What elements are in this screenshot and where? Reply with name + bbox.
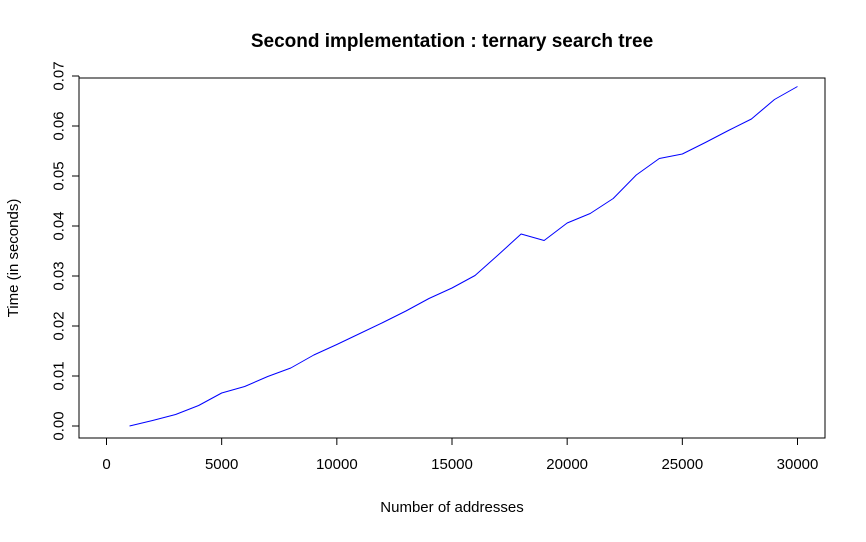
- x-tick-label: 30000: [777, 456, 819, 473]
- y-axis: 0.00 0.01 0.02 0.03 0.04 0.05 0.06 0.07: [51, 61, 80, 441]
- y-tick-label: 0.04: [51, 211, 68, 240]
- chart-title: Second implementation : ternary search t…: [251, 31, 653, 52]
- x-axis-title: Number of addresses: [380, 499, 523, 516]
- y-tick-label: 0.05: [51, 161, 68, 190]
- x-tick-label: 5000: [205, 456, 238, 473]
- x-axis: 0 5000 10000 15000 20000 25000 30000: [102, 437, 819, 473]
- x-tick-label: 20000: [546, 456, 588, 473]
- x-tick-label: 25000: [661, 456, 703, 473]
- y-tick-label: 0.01: [51, 361, 68, 390]
- y-tick-label: 0.02: [51, 311, 68, 340]
- x-tick-label: 15000: [431, 456, 473, 473]
- series-line: [129, 86, 798, 427]
- x-tick-label: 10000: [316, 456, 358, 473]
- plot-frame: [78, 77, 826, 439]
- x-tick-label: 0: [102, 456, 110, 473]
- series-layer: [129, 86, 798, 427]
- y-tick-label: 0.00: [51, 411, 68, 440]
- y-tick-label: 0.06: [51, 111, 68, 140]
- y-tick-label: 0.07: [51, 61, 68, 90]
- y-tick-label: 0.03: [51, 261, 68, 290]
- y-axis-title: Time (in seconds): [5, 199, 22, 318]
